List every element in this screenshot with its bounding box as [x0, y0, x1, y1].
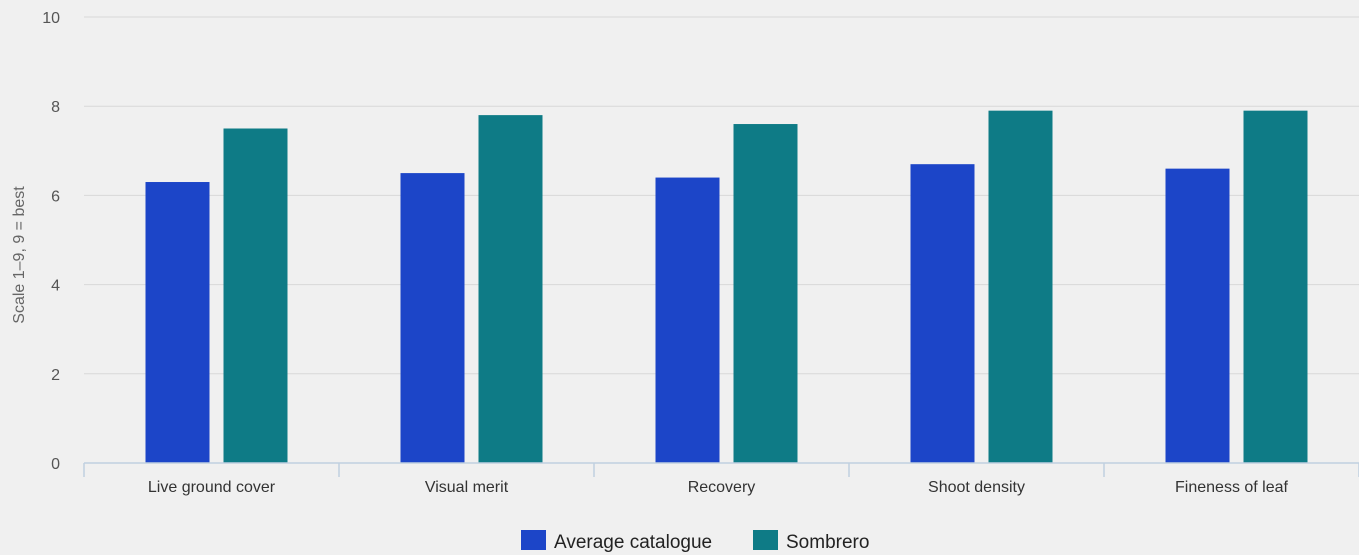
legend-swatch	[521, 530, 546, 550]
bar	[910, 164, 975, 463]
bars	[145, 110, 1308, 464]
y-axis-title: Scale 1–9, 9 = best	[11, 186, 28, 324]
bar	[988, 110, 1053, 463]
x-category-label: Recovery	[688, 479, 756, 496]
y-tick-label: 6	[51, 188, 60, 205]
x-axis: Live ground cover Visual merit Recovery Sho…	[83, 462, 1359, 496]
legend-item[interactable]: Average catalogue	[521, 530, 712, 553]
x-category-label: Live ground cover	[148, 479, 276, 496]
bar	[145, 182, 210, 463]
legend-label: Average catalogue	[554, 532, 712, 553]
gridlines	[84, 16, 1359, 375]
y-tick-label: 0	[51, 456, 60, 473]
bar	[400, 173, 465, 463]
y-tick-label: 4	[51, 278, 60, 295]
legend: Average catalogue Sombrero	[521, 530, 869, 553]
bar	[478, 115, 543, 464]
x-category-label: Fineness of leaf	[1175, 479, 1289, 496]
bar	[1243, 110, 1308, 463]
legend-item[interactable]: Sombrero	[753, 530, 869, 553]
bar	[1165, 168, 1230, 463]
legend-label: Sombrero	[786, 532, 869, 553]
y-tick-label: 10	[42, 10, 60, 27]
x-category-label: Shoot density	[928, 479, 1025, 496]
y-tick-label: 2	[51, 367, 60, 384]
y-axis-ticks: 0 2 4 6 8 10	[42, 10, 60, 473]
x-category-label: Visual merit	[425, 479, 509, 496]
bar	[655, 177, 720, 463]
y-tick-label: 8	[51, 99, 60, 116]
bar	[733, 124, 798, 463]
bar	[223, 128, 288, 463]
legend-swatch	[753, 530, 778, 550]
